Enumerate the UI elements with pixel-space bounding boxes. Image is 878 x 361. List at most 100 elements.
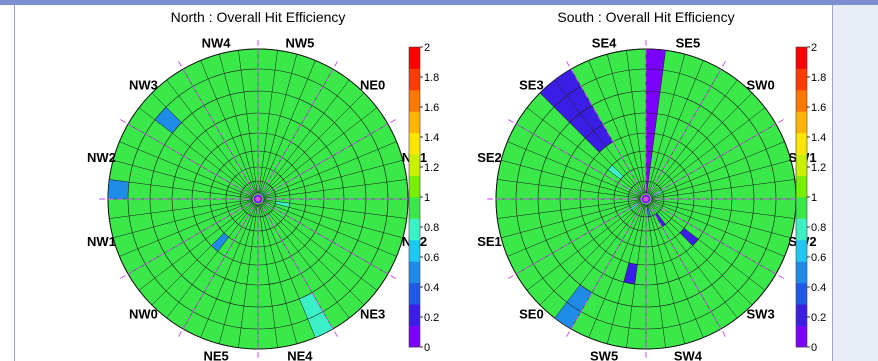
colorbar-tick-label: 1.4: [424, 132, 439, 144]
colorbar-tick-label: 0.6: [811, 252, 826, 264]
sector-boundary: [645, 117, 787, 200]
heatmap-cell: [107, 179, 130, 199]
wedge-gridline: [539, 92, 642, 195]
heatmap-cell: [646, 166, 651, 182]
wedge-gridline: [261, 79, 350, 195]
sector-label-sw5: SW5: [590, 349, 618, 361]
heatmap-cell: [554, 302, 581, 329]
sector-label-ne3: NE3: [360, 307, 385, 322]
wedge-gridline: [166, 203, 255, 319]
wedge-gridline: [526, 202, 642, 291]
wedge-gridline: [261, 203, 350, 319]
sector-label-sw0: SW0: [747, 77, 775, 92]
colorbar-band: [796, 111, 807, 134]
wedge-gridline: [646, 204, 666, 348]
center-marker: [641, 194, 651, 204]
heatmap-cell: [593, 124, 613, 147]
sector-boundary: [564, 198, 647, 340]
heatmap-cell: [646, 90, 661, 114]
colorbar-tick-label: 0.2: [811, 312, 826, 324]
heatmap-cell: [607, 165, 624, 180]
wedge-gridline: [648, 60, 704, 194]
sector-boundary: [117, 117, 259, 200]
wedge-gridline: [650, 202, 766, 291]
wedge-gridline: [113, 159, 253, 198]
sector-label-ne5: NE5: [203, 349, 228, 361]
sector-boundary: [645, 198, 787, 281]
colorbar-tick-label: 1.2: [811, 162, 826, 174]
sector-label-se0: SE0: [519, 307, 544, 322]
wedge-gridline: [606, 54, 645, 194]
wedge-gridline: [588, 60, 644, 194]
colorbar-band: [796, 47, 807, 69]
colorbar-band: [409, 111, 420, 134]
colorbar-tick-label: 0.6: [424, 252, 439, 264]
wedge-gridline: [507, 201, 641, 257]
center-marker: [253, 194, 263, 204]
wedge-gridline: [262, 92, 365, 195]
colorbar-band: [796, 325, 807, 348]
colorbar-band: [796, 89, 807, 112]
wedge-gridline: [200, 60, 256, 194]
wedge-gridline: [119, 141, 253, 197]
wedge-gridline: [263, 201, 397, 257]
heatmap-cell: [554, 95, 581, 123]
colorbar-band: [409, 282, 420, 305]
wedge-gridline: [501, 200, 641, 239]
wedge-gridline: [554, 79, 643, 195]
wedge-gridline: [626, 204, 646, 348]
wedge-gridline: [646, 50, 666, 194]
wedge-gridline: [626, 50, 646, 194]
colorbar-band: [409, 154, 420, 176]
wedge-gridline: [258, 50, 278, 194]
sector-boundary: [564, 58, 647, 200]
colorbar-band: [796, 68, 807, 91]
wedge-gridline: [501, 159, 641, 198]
heatmap-cell: [580, 105, 603, 131]
panel-right-rule: [832, 5, 833, 361]
north-chart-title: North : Overall Hit Efficiency: [171, 9, 346, 25]
colorbar-band: [409, 197, 420, 219]
wedge-gridline: [554, 203, 643, 319]
wedge-gridline: [497, 199, 641, 219]
colorbar-tick-label: 0: [424, 342, 430, 354]
heatmap-cell: [623, 262, 638, 285]
sector-label-se5: SE5: [676, 36, 701, 51]
sector-label-se3: SE3: [519, 77, 544, 92]
heatmap-cell: [655, 213, 666, 227]
wedge-gridline: [263, 200, 403, 239]
colorbar-band: [796, 282, 807, 305]
heatmap-cell: [646, 113, 658, 134]
sector-boundary: [176, 198, 259, 340]
wedge-gridline: [539, 203, 642, 306]
wedge-gridline: [260, 204, 316, 338]
colorbar-band: [409, 89, 420, 112]
center-dot: [256, 197, 260, 201]
colorbar-band: [796, 218, 807, 241]
wedge-gridline: [138, 107, 254, 196]
colorbar-band: [796, 197, 807, 219]
sector-label-sw3: SW3: [747, 307, 775, 322]
colorbar-tick-label: 0.4: [811, 282, 826, 294]
north-polar-chart: North : Overall Hit Efficiency NW5NE0NE1…: [87, 9, 427, 361]
wedge-gridline: [238, 50, 258, 194]
colorbar-band: [409, 304, 420, 326]
colorbar-tick-label: 2: [811, 42, 817, 54]
wedge-gridline: [650, 92, 753, 195]
sector-boundary: [257, 58, 340, 200]
wedge-gridline: [588, 204, 644, 338]
heatmap-cell: [651, 190, 663, 197]
heatmap-cell: [154, 107, 182, 134]
wedge-gridline: [606, 204, 645, 344]
wedge-gridline: [200, 204, 256, 338]
center-dot: [644, 197, 648, 201]
colorbar-tick-label: 1.8: [811, 72, 826, 84]
wedge-gridline: [651, 199, 795, 219]
sector-label-nw0: NW0: [129, 307, 158, 322]
colorbar-band: [409, 132, 420, 155]
wedge-gridline: [119, 201, 253, 257]
sector-boundary: [505, 198, 647, 281]
colorbar-band: [409, 175, 420, 198]
colorbar-tick-label: 0: [811, 342, 817, 354]
